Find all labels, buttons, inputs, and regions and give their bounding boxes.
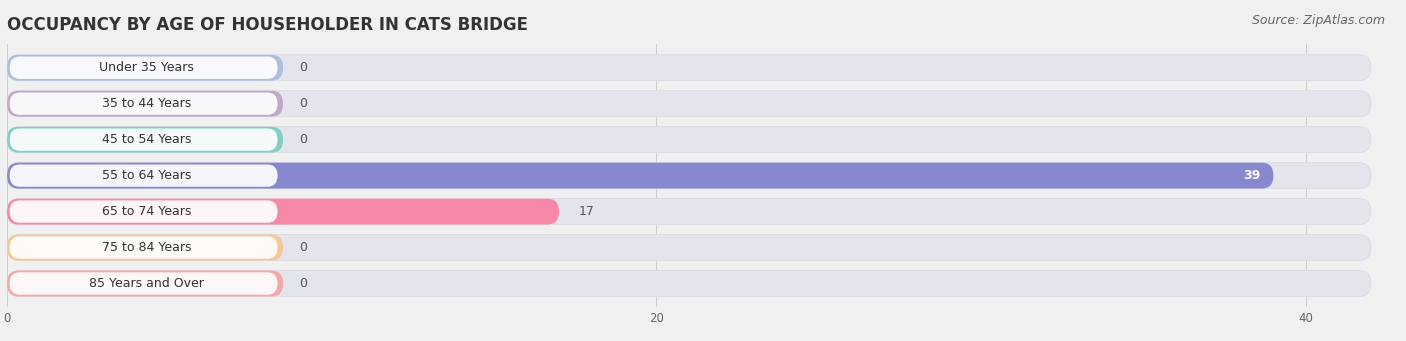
- FancyBboxPatch shape: [7, 199, 560, 224]
- Text: 0: 0: [299, 277, 308, 290]
- FancyBboxPatch shape: [7, 270, 1371, 296]
- Text: 39: 39: [1243, 169, 1260, 182]
- Text: 65 to 74 Years: 65 to 74 Years: [103, 205, 191, 218]
- FancyBboxPatch shape: [10, 272, 277, 295]
- Text: Under 35 Years: Under 35 Years: [100, 61, 194, 74]
- FancyBboxPatch shape: [7, 270, 283, 296]
- Text: OCCUPANCY BY AGE OF HOUSEHOLDER IN CATS BRIDGE: OCCUPANCY BY AGE OF HOUSEHOLDER IN CATS …: [7, 16, 529, 34]
- Text: 85 Years and Over: 85 Years and Over: [89, 277, 204, 290]
- Text: 75 to 84 Years: 75 to 84 Years: [101, 241, 191, 254]
- FancyBboxPatch shape: [10, 129, 277, 151]
- FancyBboxPatch shape: [7, 235, 283, 261]
- Text: 35 to 44 Years: 35 to 44 Years: [103, 97, 191, 110]
- Text: 0: 0: [299, 97, 308, 110]
- FancyBboxPatch shape: [7, 235, 1371, 261]
- Text: 0: 0: [299, 133, 308, 146]
- Text: 0: 0: [299, 241, 308, 254]
- FancyBboxPatch shape: [7, 163, 1371, 189]
- FancyBboxPatch shape: [7, 163, 1274, 189]
- Text: 55 to 64 Years: 55 to 64 Years: [103, 169, 191, 182]
- Text: Source: ZipAtlas.com: Source: ZipAtlas.com: [1251, 14, 1385, 27]
- FancyBboxPatch shape: [7, 91, 283, 117]
- FancyBboxPatch shape: [10, 201, 277, 223]
- FancyBboxPatch shape: [7, 127, 1371, 152]
- Text: 45 to 54 Years: 45 to 54 Years: [103, 133, 191, 146]
- Text: 0: 0: [299, 61, 308, 74]
- FancyBboxPatch shape: [7, 127, 283, 152]
- FancyBboxPatch shape: [10, 164, 277, 187]
- Text: 17: 17: [578, 205, 595, 218]
- FancyBboxPatch shape: [7, 55, 283, 81]
- FancyBboxPatch shape: [10, 236, 277, 259]
- FancyBboxPatch shape: [7, 91, 1371, 117]
- FancyBboxPatch shape: [7, 55, 1371, 81]
- FancyBboxPatch shape: [10, 92, 277, 115]
- FancyBboxPatch shape: [7, 199, 1371, 224]
- FancyBboxPatch shape: [10, 57, 277, 79]
